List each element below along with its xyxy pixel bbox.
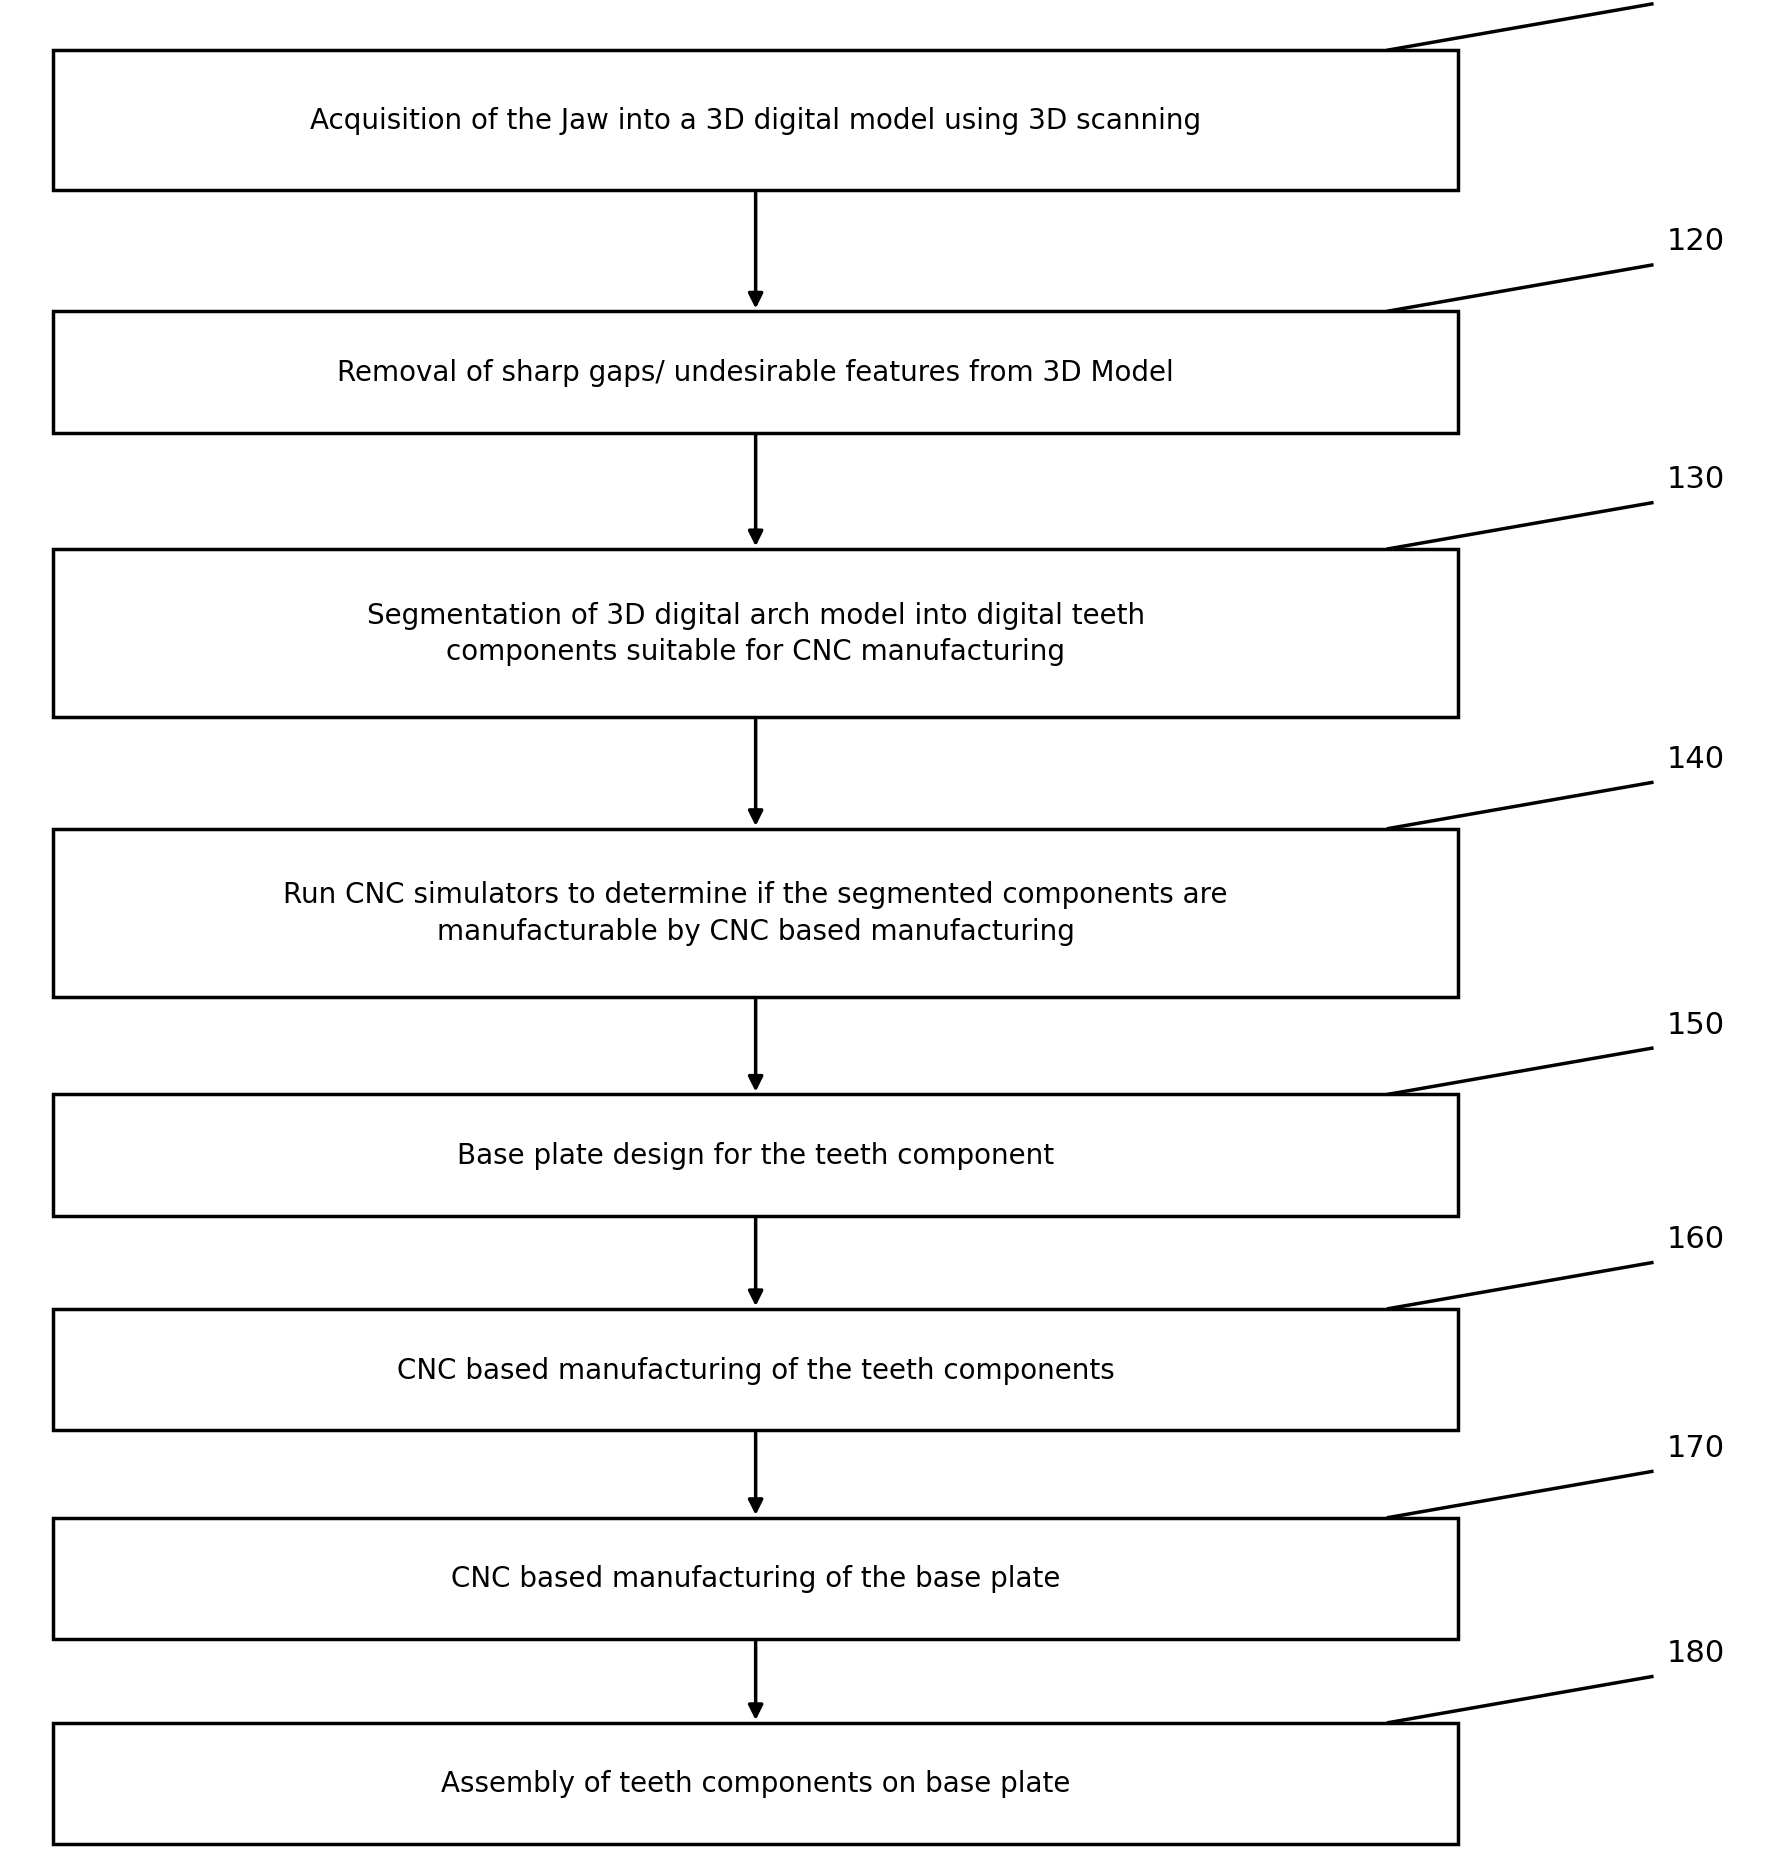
Text: 120: 120 — [1666, 227, 1725, 257]
FancyBboxPatch shape — [53, 1309, 1458, 1431]
Text: CNC based manufacturing of the base plate: CNC based manufacturing of the base plat… — [452, 1564, 1060, 1592]
Text: 130: 130 — [1666, 465, 1725, 494]
FancyBboxPatch shape — [53, 313, 1458, 433]
Text: 180: 180 — [1666, 1639, 1725, 1667]
FancyBboxPatch shape — [53, 551, 1458, 717]
Text: Run CNC simulators to determine if the segmented components are
manufacturable b: Run CNC simulators to determine if the s… — [283, 880, 1229, 946]
Text: Removal of sharp gaps/ undesirable features from 3D Model: Removal of sharp gaps/ undesirable featu… — [338, 360, 1173, 386]
Text: Segmentation of 3D digital arch model into digital teeth
components suitable for: Segmentation of 3D digital arch model in… — [366, 601, 1145, 667]
Text: 140: 140 — [1666, 744, 1725, 774]
FancyBboxPatch shape — [53, 1096, 1458, 1216]
Text: 170: 170 — [1666, 1433, 1725, 1463]
FancyBboxPatch shape — [53, 51, 1458, 191]
FancyBboxPatch shape — [53, 1723, 1458, 1845]
Text: Assembly of teeth components on base plate: Assembly of teeth components on base pla… — [441, 1770, 1070, 1798]
Text: Acquisition of the Jaw into a 3D digital model using 3D scanning: Acquisition of the Jaw into a 3D digital… — [309, 107, 1202, 135]
Text: CNC based manufacturing of the teeth components: CNC based manufacturing of the teeth com… — [396, 1356, 1115, 1384]
Text: 150: 150 — [1666, 1010, 1725, 1040]
Text: 160: 160 — [1666, 1225, 1725, 1253]
FancyBboxPatch shape — [53, 1517, 1458, 1639]
Text: Base plate design for the teeth component: Base plate design for the teeth componen… — [457, 1141, 1054, 1169]
FancyBboxPatch shape — [53, 830, 1458, 996]
